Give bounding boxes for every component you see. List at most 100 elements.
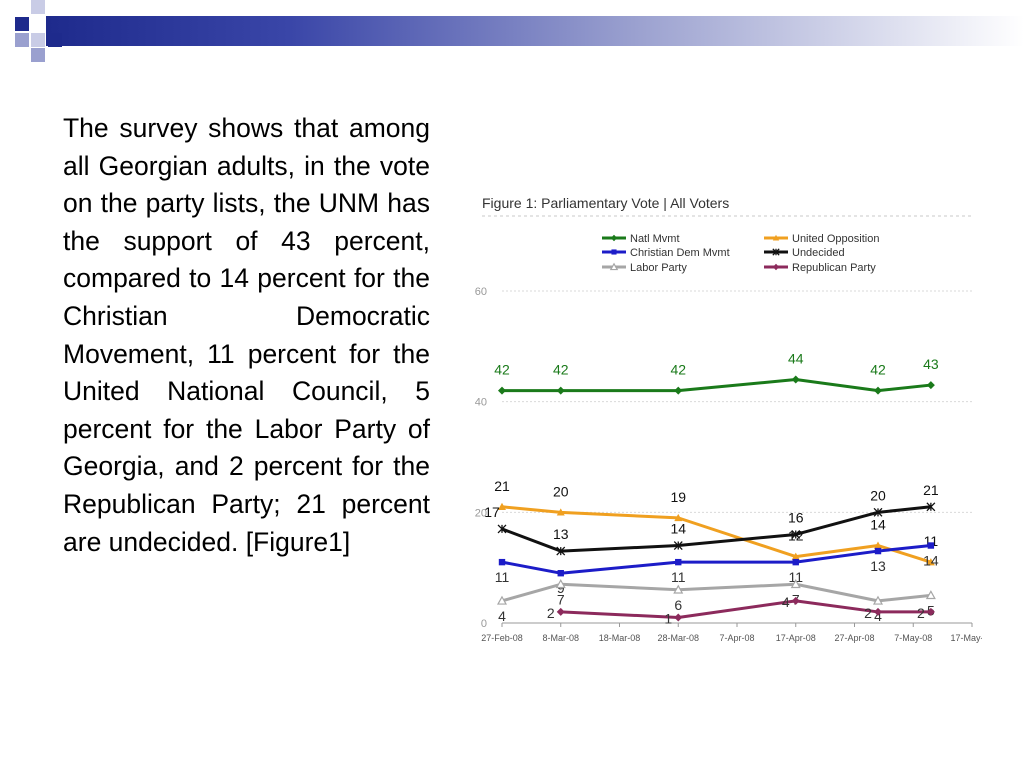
data-label: 4 (498, 608, 506, 624)
data-label: 14 (870, 517, 886, 533)
chart: Figure 1: Parliamentary Vote | All Voter… (462, 186, 982, 656)
data-point (498, 502, 506, 510)
data-point (556, 546, 566, 556)
line-chart-svg: Figure 1: Parliamentary Vote | All Voter… (475, 195, 982, 643)
x-tick-label: 7-May-08 (894, 633, 932, 643)
x-tick-label: 17-Apr-08 (776, 633, 816, 643)
data-point (497, 524, 507, 534)
decor-square (15, 33, 29, 47)
data-label: 14 (923, 553, 939, 569)
data-point (926, 381, 935, 390)
data-label: 1 (664, 610, 672, 626)
decor-square (31, 33, 45, 47)
data-point (555, 579, 566, 589)
x-tick-label: 27-Apr-08 (834, 633, 874, 643)
data-point (873, 507, 883, 517)
data-label: 44 (788, 351, 804, 367)
y-tick-label: 0 (481, 618, 487, 630)
data-point (927, 542, 935, 549)
data-point (790, 579, 801, 589)
data-label: 2 (864, 605, 872, 621)
data-point (874, 541, 882, 549)
chart-title: Figure 1: Parliamentary Vote | All Voter… (482, 195, 729, 211)
decor-square (15, 17, 29, 31)
data-point (556, 607, 565, 616)
x-tick-label: 18-Mar-08 (599, 633, 641, 643)
slide-body-text: The survey shows that among all Georgian… (63, 113, 430, 557)
data-point (874, 607, 882, 616)
data-label: 42 (870, 362, 886, 378)
data-label: 4 (782, 594, 790, 610)
data-point (673, 584, 684, 594)
y-tick-label: 40 (475, 397, 487, 409)
decor-square (48, 33, 62, 47)
x-tick-label: 27-Feb-08 (481, 633, 523, 643)
data-point (874, 547, 882, 555)
legend-label: Republican Party (792, 262, 876, 274)
data-point (557, 570, 564, 577)
y-tick-label: 60 (475, 286, 487, 298)
decor-square (31, 48, 45, 62)
x-tick-label: 8-Mar-08 (542, 633, 579, 643)
legend-label: Undecided (792, 247, 845, 259)
x-tick-label: 7-Apr-08 (719, 633, 754, 643)
x-tick-label: 17-May-08 (950, 633, 982, 643)
data-point (674, 386, 683, 395)
legend-marker (609, 262, 619, 271)
data-point (498, 386, 506, 395)
legend-marker (772, 248, 780, 256)
data-point (926, 502, 936, 512)
data-point (496, 595, 508, 605)
data-label: 4 (874, 608, 882, 624)
data-point (874, 386, 882, 395)
data-label: 43 (923, 356, 939, 372)
data-point (791, 552, 800, 560)
legend-label: Labor Party (630, 262, 687, 274)
data-point (872, 595, 884, 605)
data-point (556, 508, 565, 516)
data-label: 11 (788, 569, 803, 585)
series-line (501, 505, 932, 564)
data-point (673, 541, 683, 550)
data-label: 19 (670, 489, 686, 505)
series-line (502, 378, 932, 393)
data-label: 11 (671, 569, 686, 585)
data-label: 13 (870, 558, 886, 574)
data-point (791, 375, 800, 384)
data-point (791, 530, 801, 539)
data-point (674, 513, 683, 522)
data-label: 6 (674, 597, 682, 613)
data-label: 42 (553, 362, 569, 378)
legend-marker (610, 234, 618, 242)
legend-label: Natl Mvmt (630, 233, 680, 245)
data-label: 7 (557, 591, 565, 607)
series-line (501, 582, 932, 603)
data-label: 42 (494, 362, 510, 378)
y-tick-label: 20 (475, 507, 487, 519)
data-point (498, 558, 506, 566)
data-label: 16 (788, 509, 804, 525)
legend-label: United Opposition (792, 233, 879, 245)
data-point (926, 558, 935, 566)
series-line (501, 505, 932, 553)
data-point (556, 386, 565, 395)
legend-marker (772, 263, 780, 271)
data-point (926, 607, 935, 616)
legend-marker (772, 234, 780, 241)
data-label: 20 (553, 483, 569, 499)
legend-label: Christian Dem Mvmt (630, 247, 730, 259)
decor-square (31, 0, 45, 14)
x-tick-label: 28-Mar-08 (657, 633, 699, 643)
data-label: 2 (547, 605, 555, 621)
data-label: 14 (670, 521, 686, 537)
data-point (925, 590, 936, 600)
data-label: 11 (495, 569, 510, 585)
data-label: 21 (494, 478, 510, 494)
header-gradient-bar (46, 16, 1024, 46)
data-label: 9 (557, 580, 565, 596)
data-label: 20 (870, 487, 886, 503)
data-label: 13 (553, 526, 569, 542)
data-label: 42 (670, 362, 686, 378)
data-point (792, 558, 799, 566)
legend-marker (611, 249, 617, 255)
